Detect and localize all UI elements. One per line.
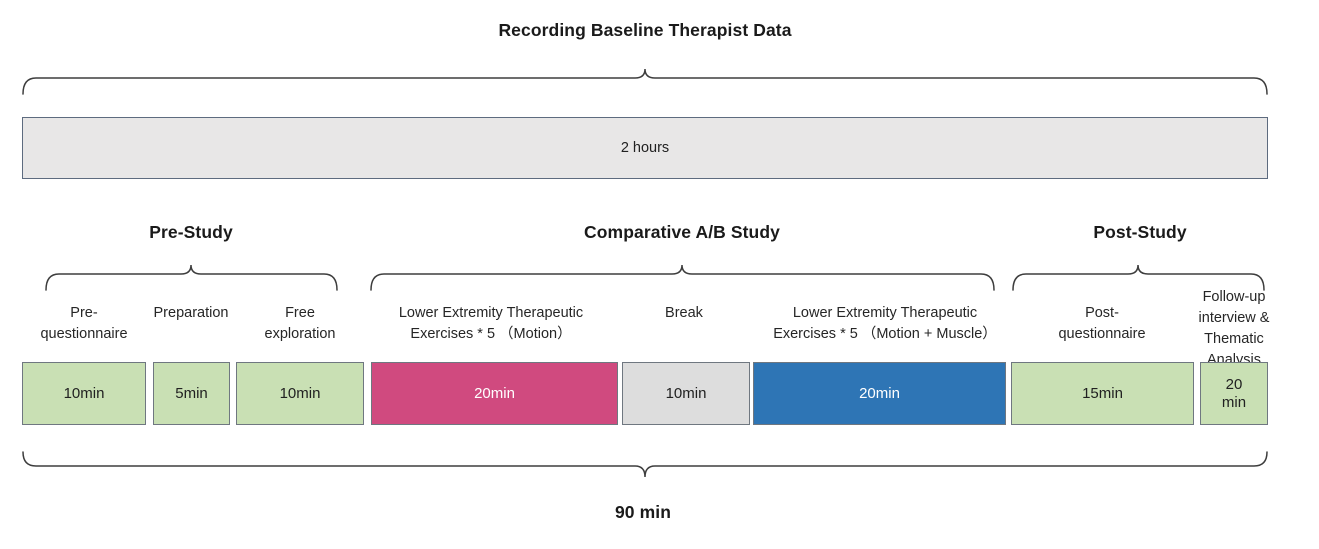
bar-post-questionnaire: 15min <box>1011 362 1194 425</box>
label-exercises-motion: Lower Extremity Therapeutic Exercises * … <box>398 305 584 342</box>
post-study-brace <box>1012 264 1265 291</box>
bar-exercises-motion-muscle: 20min <box>753 362 1006 425</box>
section-title-comparative: Comparative A/B Study <box>584 222 780 242</box>
total-duration-label: 90 min <box>614 502 672 522</box>
label-post-questionnaire: Post- questionnaire <box>1058 305 1146 342</box>
bar-preparation-duration: 5min <box>175 384 208 402</box>
section-title-post-study: Post-Study <box>1093 222 1187 242</box>
pre-study-brace <box>45 264 338 291</box>
label-break: Break <box>665 305 703 321</box>
baseline-title: Recording Baseline Therapist Data <box>498 20 792 40</box>
label-free-exploration: Free exploration <box>264 305 336 342</box>
bar-preparation: 5min <box>153 362 230 425</box>
bar-post-questionnaire-duration: 15min <box>1082 384 1123 402</box>
baseline-duration-bar: 2 hours <box>22 117 1268 179</box>
baseline-duration-label: 2 hours <box>620 140 670 156</box>
bar-break-duration: 10min <box>665 384 707 402</box>
total-duration-brace <box>22 451 1268 478</box>
comparative-brace <box>370 264 995 291</box>
bar-exercises-motion-muscle-duration: 20min <box>859 384 900 402</box>
baseline-brace <box>22 68 1268 95</box>
bar-break: 10min <box>622 362 750 425</box>
bar-follow-up-duration: 20 min <box>1221 375 1247 411</box>
bar-free-exploration: 10min <box>236 362 364 425</box>
label-exercises-motion-muscle: Lower Extremity Therapeutic Exercises * … <box>773 305 997 342</box>
label-follow-up: Follow-up interview & Thematic Analysis <box>1198 289 1270 368</box>
bar-pre-questionnaire: 10min <box>22 362 146 425</box>
label-pre-questionnaire: Pre- questionnaire <box>40 305 128 342</box>
bar-follow-up: 20 min <box>1200 362 1268 425</box>
label-preparation: Preparation <box>153 305 229 321</box>
bar-exercises-motion: 20min <box>371 362 618 425</box>
bar-free-exploration-duration: 10min <box>279 384 321 402</box>
section-title-pre-study: Pre-Study <box>149 222 233 242</box>
bar-exercises-motion-duration: 20min <box>474 384 515 402</box>
bar-pre-questionnaire-duration: 10min <box>63 384 105 402</box>
